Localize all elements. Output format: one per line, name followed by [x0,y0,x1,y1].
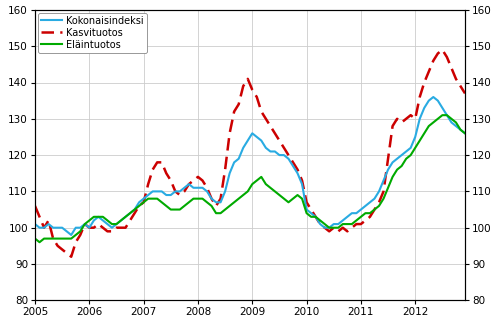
Kasvituotos [32,204,38,208]
Kokonaisindeksi [254,135,260,139]
Kokonaisindeksi [222,189,228,193]
Line: Kokonaisindeksi: Kokonaisindeksi [35,97,465,235]
Eläintuotos [36,240,43,244]
Kasvituotos [68,255,74,259]
Eläintuotos [430,120,436,124]
Kasvituotos [462,91,468,95]
Kasvituotos [158,160,164,164]
Kokonaisindeksi [96,215,102,219]
Eläintuotos [268,186,274,190]
Kokonaisindeksi [158,189,164,193]
Kasvituotos [268,124,274,128]
Kasvituotos [254,95,260,99]
Kokonaisindeksi [32,222,38,226]
Eläintuotos [440,113,446,117]
Eläintuotos [222,208,228,212]
Kokonaisindeksi [68,233,74,237]
Eläintuotos [462,131,468,135]
Line: Eläintuotos: Eläintuotos [35,115,465,242]
Kokonaisindeksi [435,99,441,103]
Eläintuotos [96,215,102,219]
Kasvituotos [440,48,446,52]
Eläintuotos [32,237,38,241]
Eläintuotos [254,179,260,182]
Kokonaisindeksi [430,95,436,99]
Kasvituotos [222,168,228,172]
Kasvituotos [430,59,436,63]
Legend: Kokonaisindeksi, Kasvituotos, Eläintuotos: Kokonaisindeksi, Kasvituotos, Eläintuoto… [38,13,146,52]
Kokonaisindeksi [268,149,274,153]
Kokonaisindeksi [462,131,468,135]
Eläintuotos [158,200,164,204]
Line: Kasvituotos: Kasvituotos [35,50,465,257]
Kasvituotos [96,222,102,226]
